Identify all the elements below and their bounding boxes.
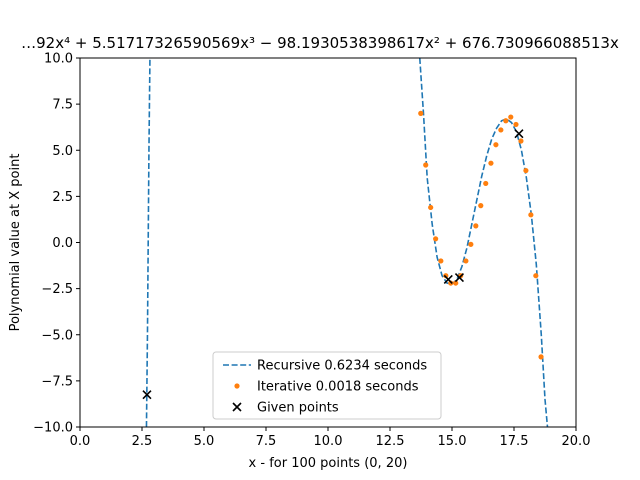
iterative-point [423,162,429,168]
iterative-point [533,273,539,279]
iterative-point [483,180,489,187]
iterative-point [518,138,524,144]
legend: Recursive 0.6234 seconds Iterative 0.0018… [212,351,442,420]
iterative-point [468,241,474,247]
iterative-point [488,160,494,166]
x-tick-label: 0.0 [70,434,91,449]
iterative-point [473,223,479,229]
given-point-marker [514,129,524,139]
legend-label: Iterative 0.0018 seconds [257,380,419,395]
iterative-point [443,273,449,279]
y-tick-label: −7.5 [41,374,73,389]
legend-key-given [232,402,242,412]
x-axis-label: x - for 100 points (0, 20) [249,456,408,471]
iterative-point [463,258,469,264]
plot-area [142,58,549,427]
x-tick-label: 5.0 [194,434,215,449]
legend-label: Given points [257,401,339,416]
y-tick-label: 5.0 [52,144,73,159]
x-tick-label: 10.0 [314,434,343,449]
iterative-point [478,203,484,209]
y-tick-label: 7.5 [52,98,73,113]
iterative-point [493,142,499,148]
legend-box [212,351,442,420]
iterative-point [538,354,544,360]
x-tick-label: 20.0 [562,434,591,449]
iterative-point [438,258,444,264]
iterative-point [433,236,439,242]
chart-title: …92x⁴ + 5.51717326590569x³ − 98.19305383… [21,34,619,52]
iterative-point [453,280,459,286]
iterative-point [428,204,434,211]
iterative-point [528,212,534,218]
y-tick-label: −10.0 [33,421,73,436]
y-tick-label: −2.5 [41,282,73,297]
iterative-point [503,118,509,124]
y-tick-label: 0.0 [52,236,73,251]
x-tick-label: 17.5 [500,434,529,449]
x-tick-label: 12.5 [376,434,405,449]
iterative-point [448,280,454,286]
legend-key-iterative [234,383,240,389]
x-tick-label: 15.0 [438,434,467,449]
x-tick-label: 2.5 [132,434,153,449]
iterative-point [418,110,424,116]
y-tick-label: −5.0 [41,328,73,343]
iterative-point [508,114,514,120]
given-point-marker [443,274,453,284]
x-tick-label: 7.5 [256,434,277,449]
legend-label: Recursive 0.6234 seconds [257,359,427,374]
iterative-point [498,127,504,133]
recursive-curve-segment [418,58,549,427]
y-axis-label: Polynomial value at X point [8,154,23,332]
y-tick-label: 2.5 [52,190,73,205]
given-point-marker [142,390,152,400]
iterative-point [513,121,519,128]
y-tick-label: 10.0 [44,52,73,67]
recursive-curve-segment [145,58,151,427]
plot-frame [79,57,577,428]
iterative-point [523,167,529,174]
given-point-marker [454,272,465,283]
axis-ticks: 0.0 2.5 5.0 7.5 10.0 12.5 15.0 17.5 20.0 −10.0 −7.… [33,52,590,450]
